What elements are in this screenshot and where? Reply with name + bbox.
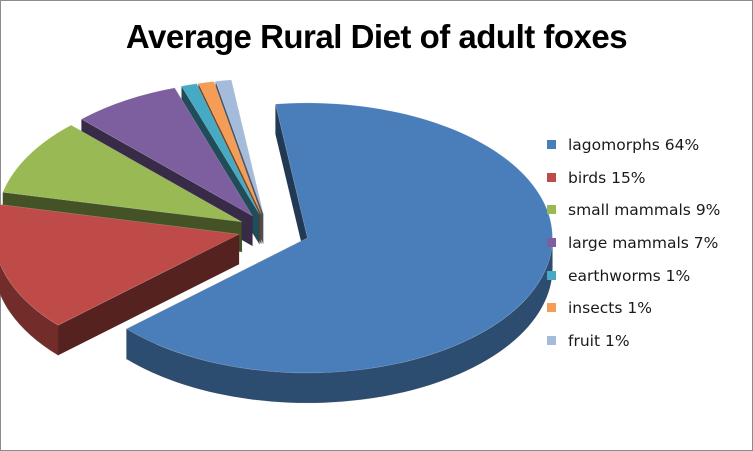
pie-slice-small-mammals (2, 124, 242, 223)
legend-swatch-insects (547, 303, 556, 313)
legend-swatch-earthworms (547, 270, 556, 280)
pie-slice-large-mammals (80, 87, 254, 217)
chart-title: Average Rural Diet of adult foxes (125, 18, 628, 55)
pie-slice-fruit (215, 79, 264, 214)
legend-label-fruit: fruit 1% (568, 332, 630, 351)
legend-swatch-birds (547, 172, 556, 182)
legend-label-insects: insects 1% (568, 299, 652, 318)
legend-swatch-fruit (547, 336, 556, 346)
legend-label-birds: birds 15% (568, 168, 646, 187)
pie-slice-birds (0, 204, 241, 326)
legend-swatch-small-mammals (547, 205, 556, 215)
pie-slice-lagomorphs (125, 102, 553, 374)
legend-swatch-lagomorphs (547, 140, 556, 149)
pie-slice-insects (198, 81, 262, 215)
legend-label-small-mammals: small mammals 9% (568, 201, 721, 220)
legend-label-lagomorphs: lagomorphs 64% (568, 136, 700, 154)
pie-slice-earthworms (181, 83, 260, 215)
legend-swatch-large-mammals (547, 238, 556, 248)
legend-label-earthworms: earthworms 1% (568, 266, 691, 285)
legend-label-large-mammals: large mammals 7% (568, 234, 719, 253)
